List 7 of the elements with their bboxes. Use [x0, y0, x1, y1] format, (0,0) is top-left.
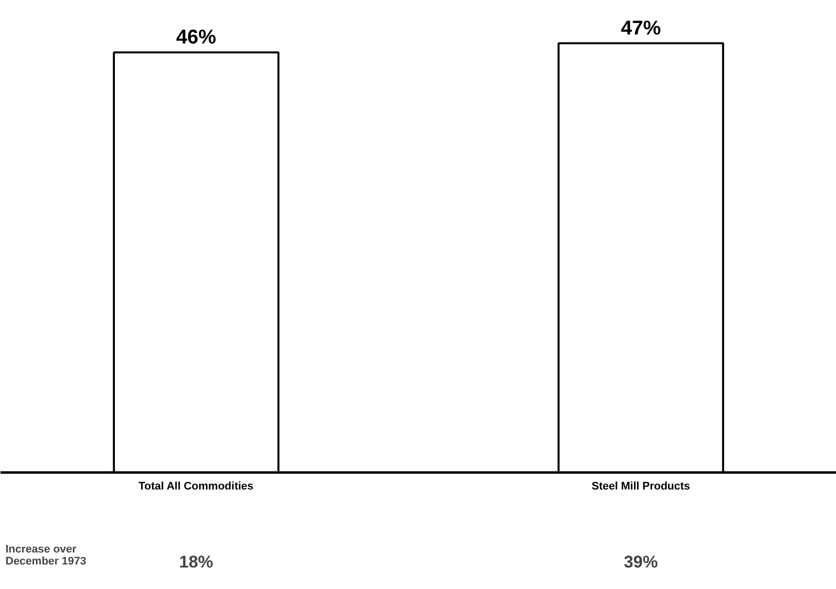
x-tick-label: Total All Commodities — [138, 480, 254, 492]
text: 18% — [179, 552, 214, 572]
data-label: 46% — [176, 26, 216, 48]
text: 39% — [624, 552, 658, 572]
text: Increase over December 1973 — [6, 544, 86, 568]
x-tick-label: Steel Mill Products — [592, 480, 690, 492]
data-label: 47% — [620, 17, 662, 40]
